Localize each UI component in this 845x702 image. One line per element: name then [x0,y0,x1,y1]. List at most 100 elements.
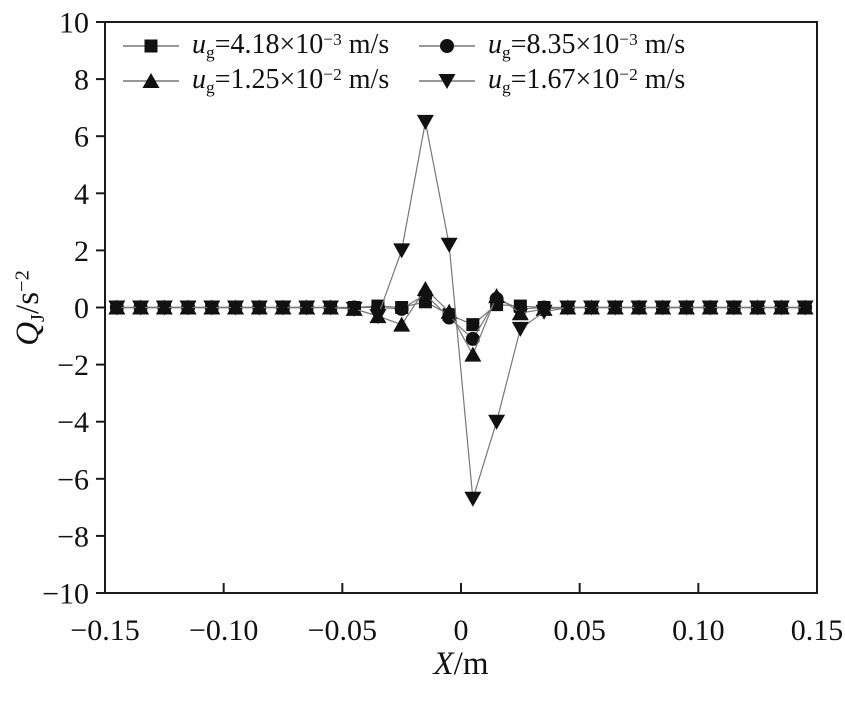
series-ug-8.35e-3 [109,287,813,346]
legend-subscript: g [502,42,511,62]
y-tick-label: 10 [59,7,89,40]
y-title-subscript: J [27,313,50,322]
y-title-unit: /s [9,291,46,314]
marker-triangle-up [440,303,458,319]
marker-triangle-up [488,288,506,304]
x-tick-label: 0.10 [672,614,725,647]
x-tick-label: 0 [454,614,469,647]
marker-triangle-down [464,491,482,507]
x-axis-title: X/m [105,646,817,683]
marker-triangle-down [725,300,743,316]
marker-square [466,318,480,332]
legend-entry-ug-1.67e-2: ug=1.67×10−2 m/s [419,64,685,98]
legend-value: =4.18×10 [214,28,324,60]
x-tick-label: −0.15 [70,614,139,647]
legend-subscript: g [206,42,215,62]
legend-circle-icon [419,39,475,53]
marker-circle [394,301,409,316]
series-line [116,288,806,356]
marker-triangle-up [142,73,160,88]
marker-triangle-down [654,300,672,316]
legend-value: =1.25×10 [214,63,324,95]
marker-triangle-down [583,300,601,316]
legend-value: =8.35×10 [510,28,620,60]
legend-exponent: −2 [619,64,638,84]
x-title-symbol: X [433,646,454,682]
legend-exponent: −3 [619,29,638,49]
y-tick-label: 0 [74,292,89,325]
legend-unit: m/s [341,63,390,95]
marker-circle [440,39,454,53]
marker-triangle-down [438,74,456,89]
legend-exponent: −3 [323,29,342,49]
marker-triangle-down [108,300,126,316]
marker-triangle-down [511,321,529,337]
y-tick-label: 4 [74,178,89,211]
marker-triangle-down [369,309,387,325]
legend-square-icon [123,39,179,53]
legend-label: ug=4.18×10−3 m/s [192,28,390,62]
legend: ug=4.18×10−3 m/s ug=8.35×10−3 m/s ug=1.25×… [123,29,685,98]
marker-triangle-up [511,305,529,321]
marker-triangle-down [132,300,150,316]
marker-triangle-down [606,300,624,316]
legend-entry-ug-8.35e-3: ug=8.35×10−3 m/s [419,29,685,63]
legend-var: u [192,63,206,95]
y-title-exponent: −2 [11,270,34,292]
legend-unit: m/s [637,63,686,95]
legend-label: ug=1.67×10−2 m/s [488,63,686,97]
marker-triangle-up [393,316,411,332]
y-tick-label: 8 [74,64,89,97]
legend-unit: m/s [637,28,686,60]
legend-subscript: g [206,77,215,97]
marker-triangle-down [440,237,458,253]
marker-triangle-up [464,346,482,362]
marker-triangle-down [749,300,767,316]
x-title-unit: /m [453,646,489,682]
marker-triangle-down [274,300,292,316]
legend-subscript: g [502,77,511,97]
legend-entry-ug-4.18e-3: ug=4.18×10−3 m/s [123,29,419,63]
legend-var: u [192,28,206,60]
y-tick-label: −2 [57,349,89,382]
y-tick-label: −4 [57,406,89,439]
marker-triangle-down [559,300,577,316]
marker-triangle-down [416,114,434,130]
marker-triangle-down [677,300,695,316]
legend-label: ug=8.35×10−3 m/s [488,28,686,62]
legend-value: =1.67×10 [510,63,620,95]
series-line [116,121,806,499]
marker-triangle-down [179,300,197,316]
y-tick-label: 6 [74,121,89,154]
marker-triangle-down [796,300,814,316]
marker-triangle-down [345,301,363,317]
y-title-symbol: Q [9,321,46,346]
marker-triangle-down [227,300,245,316]
legend-unit: m/s [341,28,390,60]
legend-var: u [488,63,502,95]
series-line [116,301,806,326]
y-tick-label: −8 [57,520,89,553]
x-tick-label: 0.05 [553,614,606,647]
marker-square [144,39,158,53]
y-tick-label: −6 [57,463,89,496]
marker-triangle-down [630,300,648,316]
marker-circle [465,331,480,346]
series-ug-1.25e-2 [108,280,814,362]
legend-entry-ug-1.25e-2: ug=1.25×10−2 m/s [123,64,419,98]
marker-triangle-down [250,300,268,316]
marker-triangle-down [155,300,173,316]
marker-triangle-down [535,304,553,320]
x-tick-label: −0.05 [308,614,377,647]
marker-triangle-down [488,414,506,430]
marker-triangle-down [321,300,339,316]
legend-exponent: −2 [323,64,342,84]
marker-triangle-down [393,243,411,259]
y-axis-title: QJ/s−2 [10,270,50,346]
y-tick-label: −10 [42,578,89,611]
marker-triangle-up [416,280,434,296]
x-tick-label: −0.10 [189,614,258,647]
legend-triangle-down-icon [419,74,475,89]
legend-label: ug=1.25×10−2 m/s [192,63,390,97]
